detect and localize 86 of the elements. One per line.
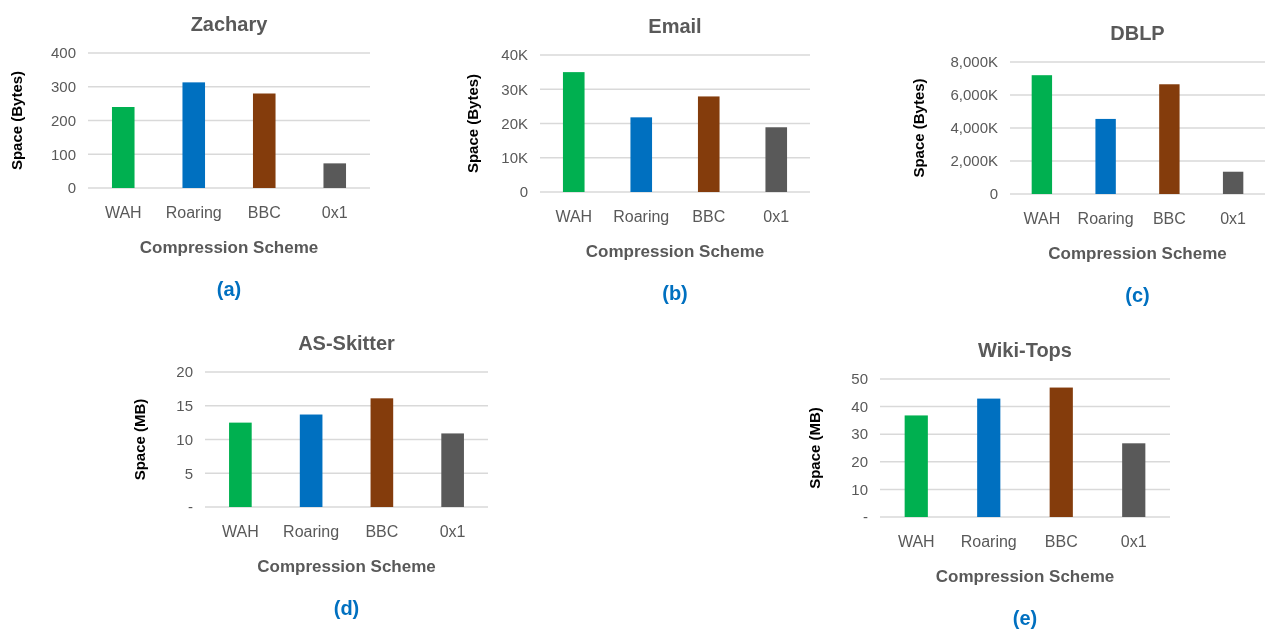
y-tick-label: -	[188, 498, 193, 516]
x-tick-label: 0x1	[321, 204, 348, 221]
x-tick-label: Roaring	[165, 204, 222, 221]
bar	[904, 415, 928, 517]
chart-title: Email	[648, 15, 702, 37]
y-axis-title: Space (MB)	[131, 398, 148, 481]
y-tick-label: 100	[50, 145, 76, 163]
x-tick-label: Roaring	[1077, 210, 1134, 227]
x-tick-label: Roaring	[960, 533, 1017, 550]
y-tick-label: 40K	[501, 46, 528, 64]
x-tick-label: WAH	[555, 208, 593, 225]
y-tick-label: 200	[50, 111, 76, 129]
x-tick-label: WAH	[1023, 210, 1061, 227]
y-tick-label: 4,000K	[950, 119, 998, 137]
bar	[697, 96, 720, 192]
x-axis-title: Compression Scheme	[935, 567, 1115, 586]
y-tick-label: 30K	[501, 80, 528, 98]
y-tick-label: 0	[67, 179, 76, 197]
x-tick-label: 0x1	[439, 523, 466, 540]
text: (d)	[333, 597, 360, 619]
y-tick-label: 20K	[501, 114, 528, 132]
y-tick-label: 6,000K	[950, 86, 998, 104]
text: (c)	[1125, 284, 1150, 306]
x-axis-title: Compression Scheme	[139, 238, 319, 257]
bar	[1122, 443, 1146, 517]
y-tick-label: 15	[176, 397, 193, 414]
x-tick-label: 0x1	[1220, 210, 1247, 227]
bar	[299, 414, 323, 507]
y-tick-label: 8,000K	[950, 53, 998, 71]
x-tick-label: BBC	[365, 523, 399, 540]
chart-title: Zachary	[190, 13, 269, 35]
y-tick-label: 300	[50, 78, 76, 95]
bar	[182, 82, 206, 188]
x-tick-label: Roaring	[613, 208, 670, 225]
bar	[765, 127, 788, 192]
bar	[370, 398, 394, 507]
y-tick-label: 2,000K	[950, 152, 998, 170]
y-axis-title: Space (Bytes)	[8, 70, 25, 171]
x-tick-label: 0x1	[763, 208, 790, 225]
x-axis-title: Compression Scheme	[257, 557, 436, 576]
y-tick-label: 5	[184, 464, 193, 482]
y-tick-label: 20	[176, 363, 193, 381]
y-tick-label: -	[863, 508, 868, 526]
y-tick-label: 0	[519, 183, 528, 201]
bar	[1222, 171, 1244, 194]
bar	[1159, 84, 1180, 194]
chart-title: Wiki-Tops	[978, 339, 1072, 361]
x-tick-label: Roaring	[283, 523, 340, 540]
y-tick-label: 0	[989, 185, 998, 203]
chart-title: AS-Skitter	[298, 332, 396, 354]
bar	[252, 93, 276, 188]
bar	[1095, 118, 1116, 194]
x-tick-label: BBC	[1044, 533, 1078, 550]
bar	[1049, 387, 1073, 517]
bar	[630, 117, 653, 192]
bar	[1031, 75, 1053, 194]
y-axis-title: Space (MB)	[806, 407, 823, 489]
y-tick-label: 50	[851, 370, 868, 388]
x-tick-label: 0x1	[1120, 533, 1147, 550]
y-tick-label: 40	[851, 397, 868, 415]
text: (b)	[662, 282, 688, 304]
bar	[977, 398, 1001, 517]
x-tick-label: BBC	[1152, 210, 1186, 227]
x-axis-title: Compression Scheme	[1048, 244, 1227, 263]
text: (e)	[1012, 607, 1038, 629]
x-axis-title: Compression Scheme	[585, 242, 765, 261]
y-tick-label: 30	[851, 425, 868, 443]
y-tick-label: 10	[851, 480, 868, 498]
y-axis-title: Space (Bytes)	[910, 78, 927, 178]
y-tick-label: 400	[50, 44, 76, 62]
y-tick-label: 10K	[501, 149, 528, 166]
x-tick-label: BBC	[247, 204, 281, 221]
x-tick-label: BBC	[692, 208, 726, 225]
text: (a)	[216, 278, 242, 300]
bar	[229, 422, 252, 507]
x-tick-label: WAH	[222, 523, 259, 540]
x-tick-label: WAH	[104, 204, 142, 221]
chart-title: DBLP	[1110, 22, 1165, 44]
y-axis-title: Space (Bytes)	[464, 73, 481, 174]
y-tick-label: 10	[176, 430, 193, 448]
x-tick-label: WAH	[897, 533, 935, 550]
bar	[323, 163, 347, 188]
bar	[111, 107, 135, 188]
y-tick-label: 20	[851, 453, 868, 471]
bar	[562, 72, 585, 192]
bar	[441, 433, 464, 507]
